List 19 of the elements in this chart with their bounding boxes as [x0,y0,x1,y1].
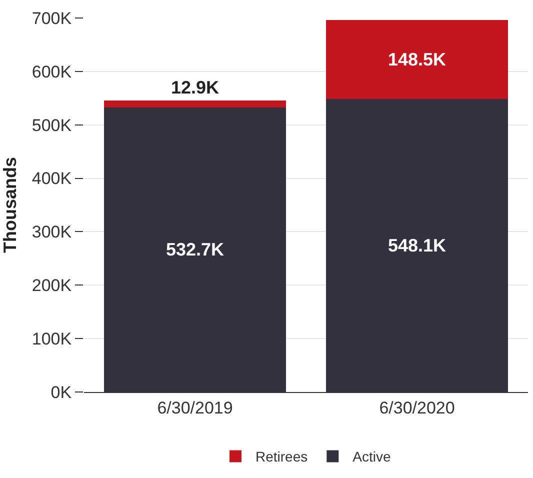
y-tick-label: 200K [32,276,72,296]
bar [104,100,286,108]
data-label: 548.1K [388,236,446,256]
y-tick-label: 600K [32,62,72,82]
legend-label: Retirees [256,448,308,465]
y-tick-label: 100K [32,330,72,349]
y-tick-label: 0K [50,382,72,402]
y-tick-label: 400K [32,169,72,188]
data-label: 532.7K [166,240,224,260]
bar [326,20,508,100]
x-tick-label: 6/30/2019 [157,398,233,418]
legend-label: Active [352,448,391,465]
y-tick-label: 500K [32,116,72,135]
y-axis-title: Thousands [0,156,20,254]
y-tick-label: 300K [32,222,72,242]
y-tick-label: 700K [32,8,72,28]
data-label: 148.5K [388,49,446,70]
data-label: 12.9K [170,77,220,98]
x-tick-label: 6/30/2020 [379,398,455,418]
